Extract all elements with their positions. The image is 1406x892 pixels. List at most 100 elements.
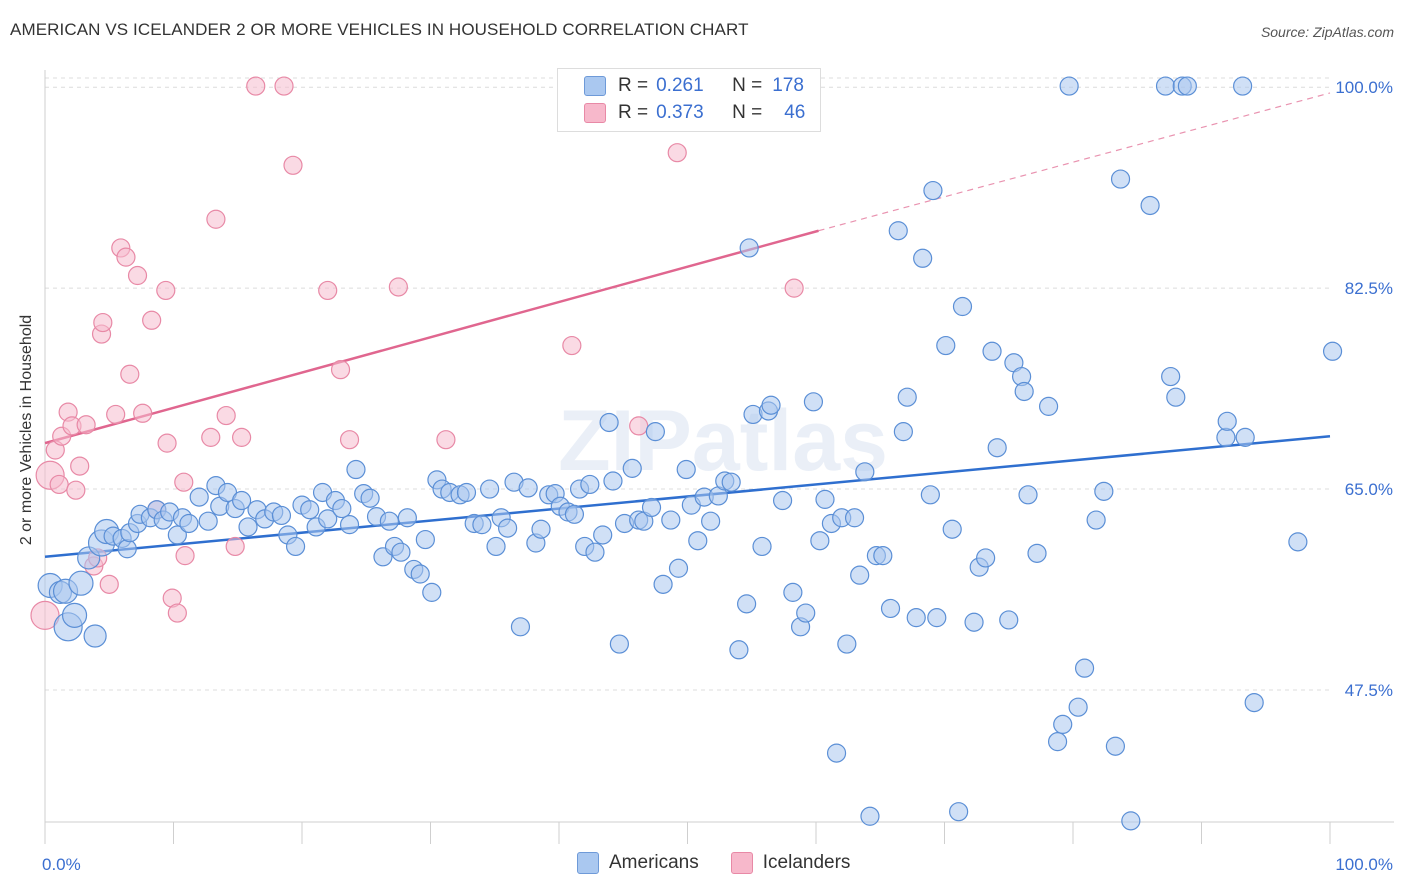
icelander-point bbox=[66, 480, 86, 500]
icelander-point bbox=[167, 603, 187, 623]
icelander-point bbox=[157, 433, 177, 453]
american-point bbox=[737, 594, 757, 614]
y-axis-label-box: 2 or more Vehicles in Household bbox=[12, 250, 42, 610]
icelander-point bbox=[232, 427, 252, 447]
icelander-trend-line bbox=[44, 229, 819, 445]
american-point bbox=[949, 802, 969, 822]
stats-row-icelanders: R = 0.373 N = 46 bbox=[584, 102, 805, 124]
american-point bbox=[1059, 76, 1079, 96]
american-point bbox=[1068, 697, 1088, 717]
american-point bbox=[893, 422, 913, 442]
stats-row-americans: R = 0.261 N = 178 bbox=[584, 75, 804, 97]
american-point bbox=[339, 515, 360, 535]
american-point bbox=[300, 500, 320, 520]
american-point bbox=[585, 542, 605, 562]
american-point bbox=[964, 612, 984, 632]
y-tick-label: 82.5% bbox=[1345, 279, 1393, 298]
source-credit: Source: ZipAtlas.com bbox=[1260, 24, 1394, 40]
legend-item-icelanders[interactable]: Icelanders bbox=[730, 852, 850, 874]
american-point bbox=[189, 487, 209, 507]
icelander-point bbox=[388, 277, 408, 297]
legend-label-americans: Americans bbox=[609, 852, 699, 873]
american-point bbox=[897, 387, 917, 407]
american-point bbox=[923, 180, 943, 201]
icelanders-swatch bbox=[584, 103, 606, 123]
american-point bbox=[603, 471, 623, 491]
n-value: 46 bbox=[784, 102, 806, 123]
american-point bbox=[397, 508, 417, 528]
chart-title: AMERICAN VS ICELANDER 2 OR MORE VEHICLES… bbox=[10, 20, 749, 39]
icelander-point bbox=[274, 76, 294, 96]
icelander-point bbox=[206, 209, 226, 229]
n-value: 178 bbox=[772, 75, 804, 96]
icelander-point bbox=[201, 427, 221, 447]
american-point bbox=[531, 519, 551, 539]
american-point bbox=[783, 582, 803, 602]
icelander-point bbox=[76, 415, 96, 435]
american-point bbox=[472, 515, 492, 535]
y-tick-label: 100.0% bbox=[1335, 78, 1393, 97]
americans-legend-swatch bbox=[577, 852, 599, 874]
stats-legend: R = 0.261 N = 178 R = 0.373 N = 46 bbox=[557, 68, 821, 132]
n-label: N = bbox=[732, 102, 763, 123]
n-label: N = bbox=[732, 75, 763, 96]
icelander-point bbox=[283, 155, 303, 175]
american-point bbox=[661, 510, 681, 530]
american-point bbox=[837, 634, 857, 654]
american-point bbox=[68, 570, 94, 596]
american-point bbox=[117, 539, 137, 559]
icelander-point bbox=[156, 280, 176, 301]
american-point bbox=[1155, 76, 1176, 96]
icelander-point bbox=[339, 430, 360, 450]
series-legend: Americans Icelanders bbox=[577, 852, 882, 874]
r-value: 0.261 bbox=[656, 75, 704, 96]
icelander-point bbox=[562, 335, 582, 356]
r-value: 0.373 bbox=[656, 102, 704, 123]
american-point bbox=[942, 519, 962, 539]
icelander-point bbox=[49, 474, 69, 495]
american-point bbox=[987, 438, 1007, 458]
american-point bbox=[927, 608, 947, 628]
american-point bbox=[179, 513, 199, 534]
american-point bbox=[920, 485, 940, 505]
icelander-point bbox=[225, 536, 245, 557]
american-point bbox=[906, 608, 926, 628]
american-point bbox=[855, 462, 875, 482]
american-point bbox=[593, 525, 613, 545]
american-point bbox=[1322, 341, 1343, 361]
american-point bbox=[1217, 411, 1237, 431]
american-point bbox=[739, 238, 759, 258]
icelander-point bbox=[629, 416, 649, 436]
american-point bbox=[1233, 76, 1253, 96]
legend-item-americans[interactable]: Americans bbox=[577, 852, 699, 874]
american-point bbox=[880, 598, 901, 619]
icelander-point bbox=[30, 600, 60, 630]
american-point bbox=[622, 458, 642, 478]
icelander-point bbox=[436, 430, 456, 450]
american-point bbox=[1086, 510, 1106, 530]
american-point bbox=[480, 479, 500, 499]
american-point bbox=[976, 548, 996, 568]
american-point bbox=[599, 412, 619, 433]
american-point bbox=[318, 509, 338, 529]
american-point bbox=[580, 474, 600, 495]
american-point bbox=[1121, 811, 1141, 831]
american-point bbox=[850, 565, 870, 585]
american-point bbox=[645, 422, 665, 442]
american-point bbox=[486, 536, 506, 557]
american-point bbox=[1038, 396, 1059, 416]
american-point bbox=[167, 525, 187, 545]
american-point bbox=[982, 341, 1002, 361]
american-point bbox=[653, 574, 673, 594]
american-point bbox=[510, 617, 531, 637]
american-point bbox=[668, 558, 689, 578]
y-tick-label: 47.5% bbox=[1345, 681, 1393, 700]
american-point bbox=[999, 610, 1019, 630]
american-point bbox=[815, 489, 835, 509]
american-point bbox=[285, 536, 306, 557]
icelanders-legend-swatch bbox=[730, 852, 753, 874]
icelander-point bbox=[127, 265, 148, 286]
american-point bbox=[729, 640, 749, 660]
icelander-point bbox=[216, 405, 236, 426]
